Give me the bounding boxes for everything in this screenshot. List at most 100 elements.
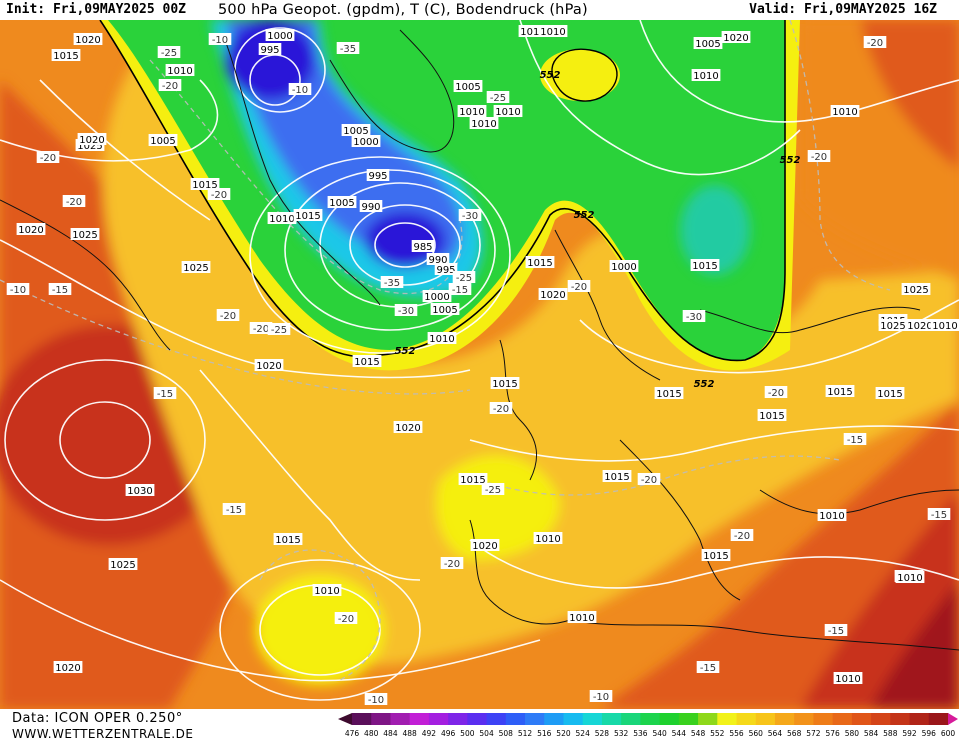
colorbar-arrow-left: [338, 713, 352, 725]
temperature-label-box: [696, 661, 720, 673]
pressure-label-box: [430, 303, 460, 315]
pressure-label-box: [165, 64, 195, 76]
pressure-label-box: [691, 69, 721, 81]
pressure-label-box: [533, 532, 563, 544]
pressure-label: 985: [413, 242, 432, 253]
isobar-1015-west: [39, 79, 211, 221]
pressure-label: 1010: [569, 613, 594, 624]
colorbar-tick-label: 492: [421, 729, 437, 738]
init-time: Init: Fri,09MAY2025 00Z: [6, 2, 187, 17]
coast-scandinavia: [554, 229, 661, 381]
colorbar-segment: [659, 713, 680, 725]
colorbar-tick-label: 496: [440, 729, 456, 738]
pressure-label: 1010: [167, 66, 192, 77]
temperature-label: -25: [485, 485, 501, 496]
isobar-985: [374, 222, 436, 268]
colorbar-segment: [717, 713, 738, 725]
colorbar-tick-label: 488: [402, 729, 417, 738]
pressure-label-box: [427, 332, 457, 344]
colorbar-tick-label: 528: [594, 729, 610, 738]
pressure-label-box: [73, 33, 103, 45]
pressure-label-box: [273, 533, 303, 545]
pressure-label: 1020: [55, 663, 80, 674]
temperature-label: -20: [641, 475, 657, 486]
temperature-field-light-orange: [103, 40, 959, 665]
pressure-label-box: [538, 288, 568, 300]
colorbar-tick-label: 584: [863, 729, 879, 738]
pressure-label: 1015: [656, 389, 681, 400]
pressure-label-box: [351, 135, 381, 147]
temperature-label: -15: [847, 435, 863, 446]
pressure-label: 1025: [903, 285, 928, 296]
colorbar-tick-label: 480: [364, 729, 379, 738]
pressure-label-box: [267, 212, 297, 224]
pressure-label-box: [817, 509, 847, 521]
temperature-label-box: [267, 323, 291, 335]
isotherms: [0, 20, 891, 681]
pressure-label-box: [366, 169, 390, 181]
pressure-label: 1010: [459, 107, 484, 118]
temperature-label: -25: [456, 273, 472, 284]
pressure-label: 1010: [897, 573, 922, 584]
pressure-label-box: [930, 319, 959, 331]
pressure-label: 1005: [695, 39, 720, 50]
temperature-label-box: [452, 271, 476, 283]
colorbar-tick-label: 576: [825, 729, 840, 738]
pressure-label: 1010: [535, 534, 560, 545]
pressure-label: 1000: [267, 31, 292, 42]
temperature-label: -20: [493, 404, 509, 415]
pressure-label-box: [721, 31, 751, 43]
temperature-label: -20: [220, 311, 236, 322]
geopotential-labels: 552 552 552 552 552: [395, 70, 801, 390]
temperature-label: -20: [867, 38, 883, 49]
colorbar-tick-label: 516: [537, 729, 552, 738]
temperature-label-box: [807, 150, 831, 162]
isotherm-low: [259, 549, 381, 681]
temperature-label-box: [637, 473, 661, 485]
isobar-990: [349, 204, 461, 286]
pressure-label-box: [538, 25, 568, 37]
data-source: Data: ICON OPER 0.250°: [12, 711, 183, 726]
pressure-label-box: [453, 80, 483, 92]
pressure-label: 1020: [256, 361, 281, 372]
pressure-label: 995: [436, 265, 455, 276]
colorbar-ticks: 476 480 484 488 492 496 500 504 508 512 516 520 524 5…: [338, 729, 955, 741]
pressure-label: 1005: [455, 82, 480, 93]
colorbar-segment: [390, 713, 411, 725]
pressure-label-box: [393, 421, 423, 433]
isobar-1005: [249, 156, 511, 354]
colorbar-segment: [544, 713, 564, 725]
isobar-1030: [59, 401, 151, 479]
pressure-label: 995: [260, 45, 279, 56]
pressure-label: 1010: [832, 107, 857, 118]
geopotential-label: 552: [395, 346, 416, 357]
pressure-label: 1020: [472, 541, 497, 552]
temperature-label: -20: [768, 388, 784, 399]
pressure-label-box: [757, 409, 787, 421]
pressure-label-box: [895, 571, 925, 583]
pressure-label: 1000: [611, 262, 636, 273]
temperature-label: -15: [828, 626, 844, 637]
temperature-label-box: [6, 283, 30, 295]
pressure-label: 1015: [192, 180, 217, 191]
pressure-label: 1015: [827, 387, 852, 398]
temperature-label: -15: [700, 663, 716, 674]
temperature-label-box: [207, 188, 231, 200]
colorbar-segment: [428, 713, 449, 725]
temperature-label-box: [153, 387, 177, 399]
pressure-label: 1025: [72, 230, 97, 241]
pressure-label: 1025: [77, 141, 102, 152]
colorbar-tick-label: 484: [383, 729, 398, 738]
temperature-label: -20: [444, 559, 460, 570]
temperature-label: -25: [271, 325, 287, 336]
pressure-label-box: [53, 661, 83, 673]
colorbar-tick-label: 572: [806, 729, 821, 738]
isobar-1000: [284, 169, 496, 331]
colorbar-tick-label: 536: [633, 729, 648, 738]
colorbar-tick-label: 592: [902, 729, 917, 738]
pressure-label-box: [493, 105, 523, 117]
pressure-label: 1025: [183, 263, 208, 274]
pressure-label-box: [469, 117, 499, 129]
isobar-1010-south: [469, 539, 959, 589]
pressure-label-box: [312, 584, 342, 596]
